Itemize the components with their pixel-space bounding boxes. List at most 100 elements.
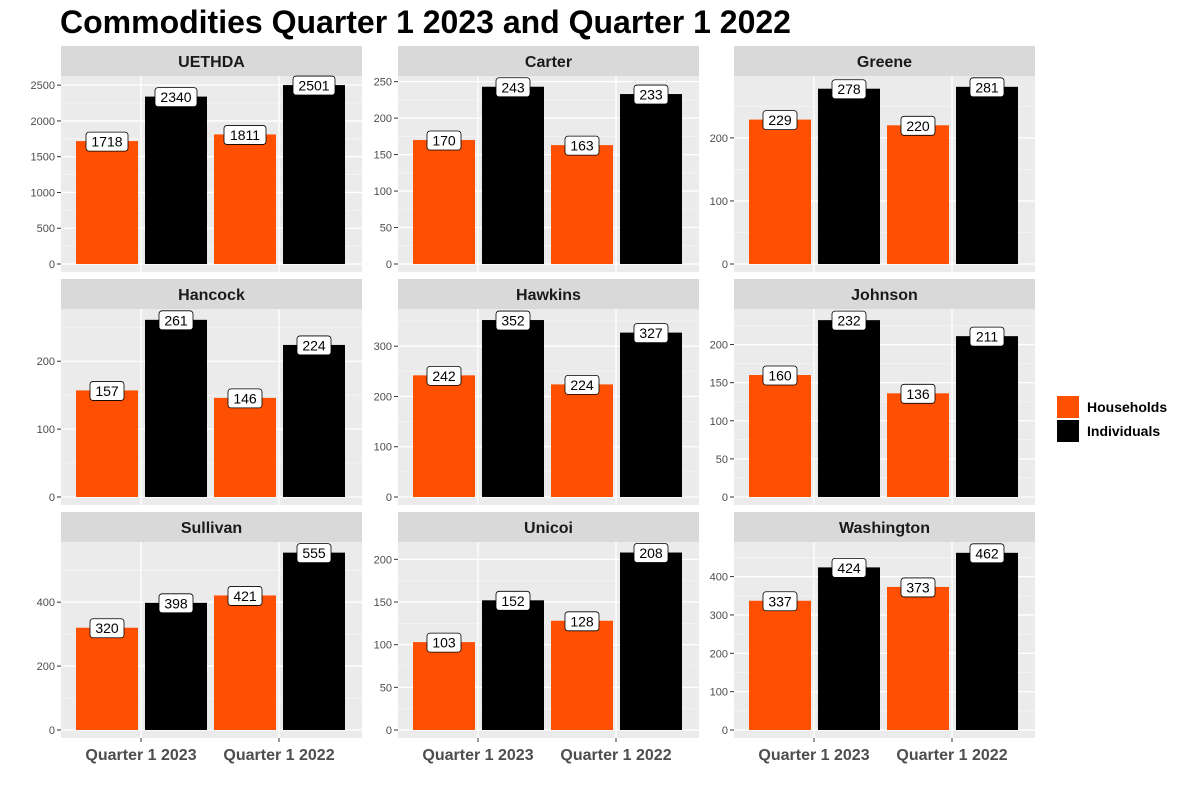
data-label: 278 [837, 81, 861, 97]
bar-households-quarter-1-2022 [214, 134, 276, 264]
data-label-box [495, 77, 531, 98]
y-tick-label: 200 [37, 356, 55, 368]
y-tick-label: 100 [710, 196, 728, 208]
bar-individuals-quarter-1-2023 [482, 600, 544, 730]
data-label-box [426, 130, 462, 151]
facet-title: Washington [839, 520, 930, 537]
facet-strip [734, 46, 1035, 76]
facet-title: Sullivan [181, 520, 242, 537]
panel-johnson: 0 50 100 150 200 Johnson 160 232 136 211 [710, 279, 1035, 505]
panel-sullivan: 0 200 400 Sullivan 320 398 421 555 Quarter 1 202… [37, 512, 362, 764]
data-label-box [495, 590, 531, 611]
data-label: 211 [976, 329, 999, 345]
facet-strip [398, 46, 699, 76]
legend-label-individuals: Individuals [1087, 423, 1161, 439]
data-label: 220 [906, 118, 930, 134]
y-tick-label: 0 [386, 259, 392, 271]
facet-title: Unicoi [524, 520, 573, 537]
data-label-box [564, 374, 600, 395]
bar-individuals-quarter-1-2023 [818, 88, 880, 264]
y-tick-label: 0 [386, 725, 392, 737]
facet-title: UETHDA [178, 54, 245, 71]
bar-individuals-quarter-1-2023 [145, 319, 207, 497]
y-tick-label: 0 [722, 725, 728, 737]
bar-households-quarter-1-2022 [887, 393, 949, 497]
facet-strip [61, 279, 362, 309]
x-tick-label: Quarter 1 2022 [896, 747, 1007, 764]
data-label: 152 [501, 593, 525, 609]
bar-households-quarter-1-2022 [887, 125, 949, 264]
bar-individuals-quarter-1-2022 [620, 94, 682, 264]
y-tick-label: 2500 [31, 80, 55, 92]
data-label-box [158, 593, 194, 614]
bar-households-quarter-1-2023 [413, 642, 475, 730]
data-label-box [296, 335, 332, 356]
data-label-box [227, 388, 263, 409]
y-tick-label: 200 [374, 391, 392, 403]
data-label-box [831, 79, 867, 100]
legend-item-individuals: Individuals [1057, 419, 1167, 443]
y-tick-label: 200 [710, 133, 728, 145]
y-tick-label: 150 [710, 378, 728, 390]
data-label: 1718 [91, 134, 122, 150]
data-label: 320 [95, 620, 119, 636]
y-tick-label: 0 [49, 259, 55, 271]
y-tick-label: 400 [710, 572, 728, 584]
data-label-box [900, 577, 936, 598]
bar-individuals-quarter-1-2023 [145, 602, 207, 730]
panel-uethda: 0 500 1000 1500 2000 2500 UETHDA 1718 2340 1811 25… [31, 46, 362, 272]
x-tick-label: Quarter 1 2023 [422, 747, 533, 764]
y-tick-label: 100 [710, 416, 728, 428]
data-label: 424 [837, 560, 861, 576]
bar-individuals-quarter-1-2023 [818, 567, 880, 730]
y-tick-label: 150 [374, 150, 392, 162]
bar-individuals-quarter-1-2022 [620, 552, 682, 730]
y-tick-label: 50 [380, 223, 392, 235]
data-label: 373 [906, 579, 930, 595]
y-tick-label: 100 [374, 640, 392, 652]
y-tick-label: 1500 [31, 152, 55, 164]
data-label: 224 [302, 337, 326, 353]
panel-hancock: 0 100 200 Hancock 157 261 146 224 [37, 279, 362, 505]
data-label-box [292, 75, 336, 96]
facet-title: Hawkins [516, 287, 581, 304]
facet-strip [61, 512, 362, 542]
legend-swatch-households [1057, 396, 1079, 418]
data-label-box [85, 131, 129, 152]
y-tick-label: 200 [710, 648, 728, 660]
data-label-box [831, 310, 867, 331]
data-label-box [633, 323, 669, 344]
y-tick-label: 400 [37, 597, 55, 609]
facet-strip [734, 279, 1035, 309]
data-label: 160 [768, 368, 792, 384]
y-tick-label: 200 [37, 661, 55, 673]
data-label: 337 [768, 593, 792, 609]
x-tick-label: Quarter 1 2023 [758, 747, 869, 764]
y-tick-label: 500 [37, 223, 55, 235]
bar-households-quarter-1-2022 [887, 586, 949, 730]
data-label-box [564, 135, 600, 156]
facet-strip [734, 512, 1035, 542]
bar-households-quarter-1-2022 [214, 595, 276, 730]
y-tick-label: 1000 [31, 187, 55, 199]
facet-title: Johnson [851, 287, 918, 304]
data-label: 157 [95, 383, 119, 399]
y-tick-label: 0 [386, 492, 392, 504]
y-tick-label: 200 [374, 554, 392, 566]
bar-households-quarter-1-2022 [551, 620, 613, 730]
y-tick-label: 150 [374, 597, 392, 609]
legend: Households Individuals [1057, 395, 1167, 443]
y-tick-label: 300 [710, 610, 728, 622]
bar-households-quarter-1-2022 [214, 397, 276, 497]
data-label-box [900, 383, 936, 404]
y-tick-label: 200 [710, 340, 728, 352]
data-label: 243 [501, 79, 525, 95]
y-tick-label: 100 [37, 424, 55, 436]
data-label: 224 [570, 377, 594, 393]
data-label-box [900, 115, 936, 136]
bar-households-quarter-1-2022 [551, 384, 613, 497]
legend-label-households: Households [1087, 399, 1168, 415]
data-label-box [969, 543, 1005, 564]
data-label: 398 [164, 595, 188, 611]
bar-households-quarter-1-2023 [76, 390, 138, 497]
